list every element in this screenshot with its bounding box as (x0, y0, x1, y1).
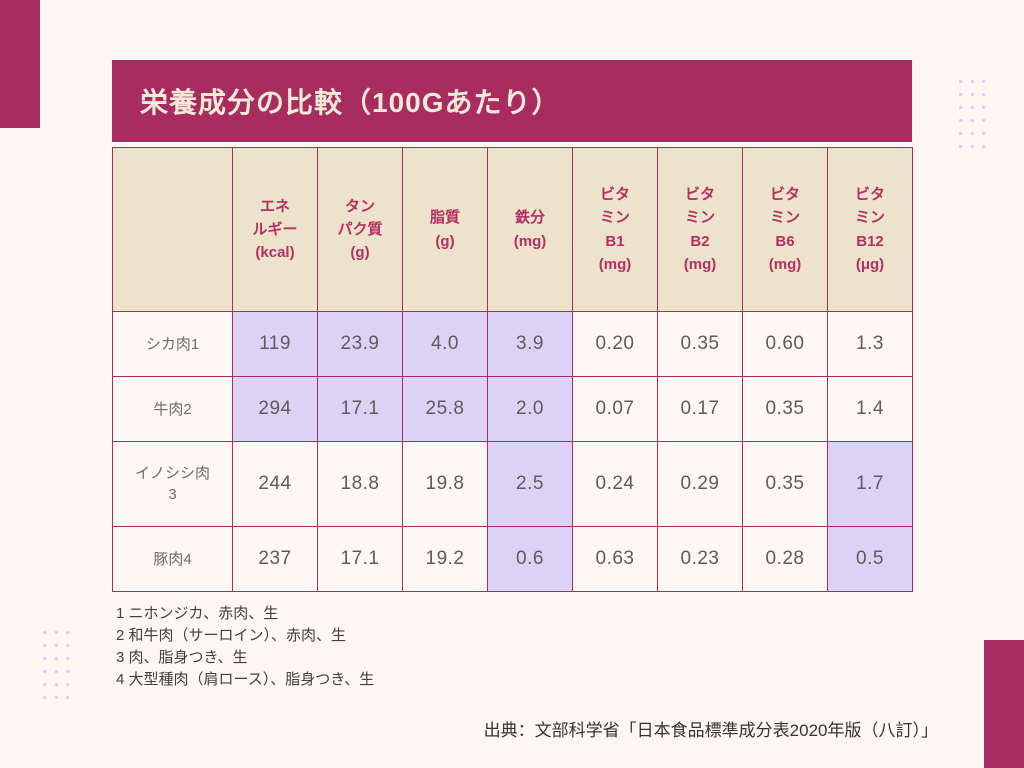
value-cell: 244 (232, 441, 318, 527)
footnote-1: 1 ニホンジカ、赤肉、生 (116, 605, 279, 622)
corner-block-top-left (0, 0, 40, 128)
value-cell: 0.29 (657, 441, 743, 527)
value-cell: 294 (232, 376, 318, 442)
column-header: 鉄分 (mg) (487, 147, 573, 312)
value-cell: 119 (232, 311, 318, 377)
value-cell: 17.1 (317, 376, 403, 442)
value-cell: 19.8 (402, 441, 488, 527)
title-banner: 栄養成分の比較（100Gあたり） (112, 60, 912, 142)
nutrition-table: エネ ルギー (kcal) タン パク質 (g) 脂質 (g) 鉄分 (mg) ビタ ミ… (112, 147, 913, 592)
value-cell: 4.0 (402, 311, 488, 377)
row-label: イノシシ肉 3 (112, 441, 233, 527)
table-row: 豚肉4 237 17.1 19.2 0.6 0.63 0.23 0.28 0.5 (112, 526, 913, 592)
column-header: ビタ ミン B1 (mg) (572, 147, 658, 312)
value-cell: 17.1 (317, 526, 403, 592)
dot-grid-top-right (953, 73, 987, 149)
table-row: シカ肉1 119 23.9 4.0 3.9 0.20 0.35 0.60 1.3 (112, 311, 913, 377)
value-cell: 2.5 (487, 441, 573, 527)
value-cell: 0.24 (572, 441, 658, 527)
row-label: シカ肉1 (112, 311, 233, 377)
column-header: タン パク質 (g) (317, 147, 403, 312)
value-cell: 0.5 (827, 526, 913, 592)
footnotes: 1 ニホンジカ、赤肉、生 2 和牛肉（サーロイン）、赤肉、生 3 肉、脂身つき、… (116, 603, 374, 691)
corner-cell (112, 147, 233, 312)
table-row: 牛肉2 294 17.1 25.8 2.0 0.07 0.17 0.35 1.4 (112, 376, 913, 442)
value-cell: 19.2 (402, 526, 488, 592)
value-cell: 23.9 (317, 311, 403, 377)
column-header: ビタ ミン B12 (μg) (827, 147, 913, 312)
value-cell: 0.07 (572, 376, 658, 442)
row-label: 豚肉4 (112, 526, 233, 592)
value-cell: 237 (232, 526, 318, 592)
table-body: シカ肉1 119 23.9 4.0 3.9 0.20 0.35 0.60 1.3 牛肉2 294 17… (112, 311, 913, 592)
value-cell: 0.35 (742, 376, 828, 442)
footnote-2: 2 和牛肉（サーロイン）、赤肉、生 (116, 627, 347, 644)
value-cell: 0.35 (742, 441, 828, 527)
footnote-4: 4 大型種肉（肩ロース）、脂身つき、生 (116, 671, 375, 688)
value-cell: 0.23 (657, 526, 743, 592)
row-label: 牛肉2 (112, 376, 233, 442)
value-cell: 18.8 (317, 441, 403, 527)
footnote-3: 3 肉、脂身つき、生 (116, 649, 248, 666)
value-cell: 0.35 (657, 311, 743, 377)
table-header-row: エネ ルギー (kcal) タン パク質 (g) 脂質 (g) 鉄分 (mg) ビタ ミ… (112, 147, 913, 312)
value-cell: 0.17 (657, 376, 743, 442)
column-header: 脂質 (g) (402, 147, 488, 312)
value-cell: 0.6 (487, 526, 573, 592)
value-cell: 1.3 (827, 311, 913, 377)
corner-block-bottom-right (984, 640, 1024, 768)
value-cell: 0.28 (742, 526, 828, 592)
column-header: ビタ ミン B6 (mg) (742, 147, 828, 312)
value-cell: 2.0 (487, 376, 573, 442)
value-cell: 3.9 (487, 311, 573, 377)
page-title: 栄養成分の比較（100Gあたり） (140, 87, 561, 118)
value-cell: 25.8 (402, 376, 488, 442)
value-cell: 0.60 (742, 311, 828, 377)
value-cell: 0.63 (572, 526, 658, 592)
value-cell: 1.7 (827, 441, 913, 527)
table-row: イノシシ肉 3 244 18.8 19.8 2.5 0.24 0.29 0.35 1.7 (112, 441, 913, 527)
column-header: ビタ ミン B2 (mg) (657, 147, 743, 312)
value-cell: 0.20 (572, 311, 658, 377)
value-cell: 1.4 (827, 376, 913, 442)
column-header: エネ ルギー (kcal) (232, 147, 318, 312)
dot-grid-bottom-left (37, 624, 71, 700)
source-citation: 出典：文部科学省「日本食品標準成分表2020年版（八訂）」 (483, 721, 938, 740)
